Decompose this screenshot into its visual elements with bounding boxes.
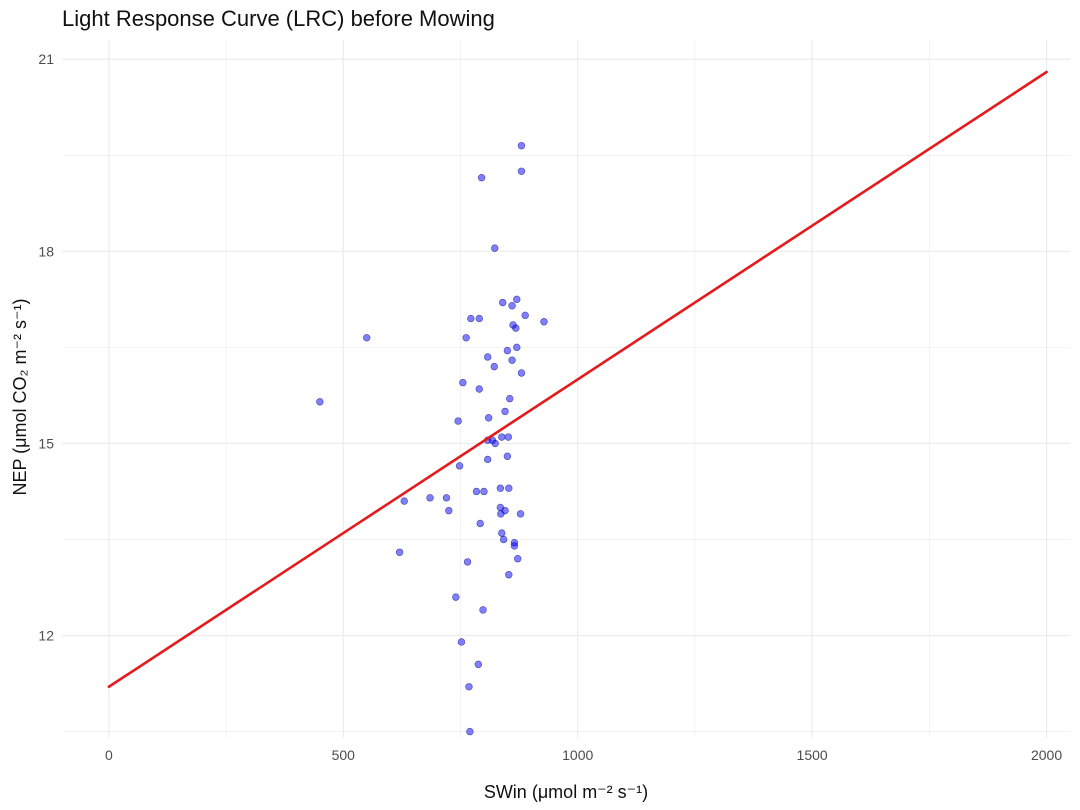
- data-point: [452, 593, 460, 601]
- data-point: [503, 346, 512, 355]
- data-point: [459, 378, 467, 387]
- data-point: [501, 407, 509, 416]
- data-point: [504, 433, 513, 441]
- data-point: [510, 542, 519, 550]
- fit-line-group: [107, 70, 1048, 689]
- data-points: [316, 141, 548, 736]
- data-point: [463, 558, 472, 566]
- x-axis-title: SWin (μmol m⁻² s⁻¹): [484, 782, 648, 802]
- data-point: [517, 167, 526, 175]
- data-point: [395, 548, 404, 556]
- data-point: [363, 334, 371, 342]
- x-tick-label: 0: [105, 747, 113, 763]
- data-point: [499, 298, 507, 307]
- fit-line: [107, 70, 1048, 689]
- data-point: [445, 506, 453, 515]
- chart-title: Light Response Curve (LRC) before Mowing: [62, 6, 495, 31]
- data-point: [442, 494, 451, 502]
- data-point: [517, 369, 526, 377]
- data-point: [490, 362, 498, 371]
- data-point: [400, 497, 408, 505]
- data-point: [454, 417, 462, 425]
- data-point: [472, 487, 481, 496]
- data-point: [517, 141, 526, 150]
- data-point: [465, 683, 473, 691]
- x-tick-label: 1500: [797, 747, 828, 763]
- data-point: [484, 455, 492, 464]
- data-point: [513, 295, 521, 304]
- data-point: [484, 353, 492, 361]
- data-point: [513, 343, 521, 352]
- data-point: [491, 244, 499, 252]
- y-tick-label: 18: [38, 243, 54, 259]
- data-point: [466, 727, 474, 736]
- data-point: [540, 318, 548, 326]
- data-point: [457, 638, 466, 646]
- data-point: [480, 487, 488, 496]
- data-point: [475, 314, 483, 323]
- data-point: [426, 494, 434, 502]
- data-point: [499, 535, 508, 544]
- x-tick-label: 1000: [562, 747, 593, 763]
- x-tick-label: 500: [332, 747, 356, 763]
- data-point: [455, 462, 464, 470]
- data-point: [501, 506, 509, 515]
- y-tick-label: 15: [38, 435, 54, 451]
- data-point: [484, 414, 493, 422]
- data-point: [505, 571, 513, 579]
- y-tick-label: 12: [38, 628, 54, 644]
- data-point: [479, 606, 487, 614]
- data-point: [498, 433, 506, 441]
- data-point: [506, 394, 514, 403]
- data-point: [467, 314, 475, 323]
- data-point: [516, 510, 525, 518]
- data-point: [491, 439, 499, 448]
- data-point: [496, 484, 505, 492]
- data-point: [514, 554, 522, 563]
- data-point: [462, 334, 470, 342]
- tick-labels: 0 500 1000 1500 2000 12 15 18 21: [38, 51, 1062, 763]
- data-point: [508, 356, 516, 364]
- data-point: [512, 324, 520, 332]
- data-point: [474, 660, 483, 669]
- grid-lines: [62, 40, 1070, 738]
- y-axis-title: NEP (μmol CO₂ m⁻² s⁻¹): [10, 298, 30, 495]
- data-point: [477, 173, 486, 182]
- data-point: [503, 452, 512, 460]
- data-point: [521, 311, 529, 320]
- data-point: [475, 385, 483, 393]
- data-point: [476, 519, 484, 528]
- x-tick-label: 2000: [1031, 747, 1062, 763]
- data-point: [498, 529, 506, 537]
- data-point: [316, 398, 324, 406]
- data-point: [505, 484, 513, 492]
- data-point: [508, 302, 516, 310]
- y-tick-label: 21: [38, 51, 54, 67]
